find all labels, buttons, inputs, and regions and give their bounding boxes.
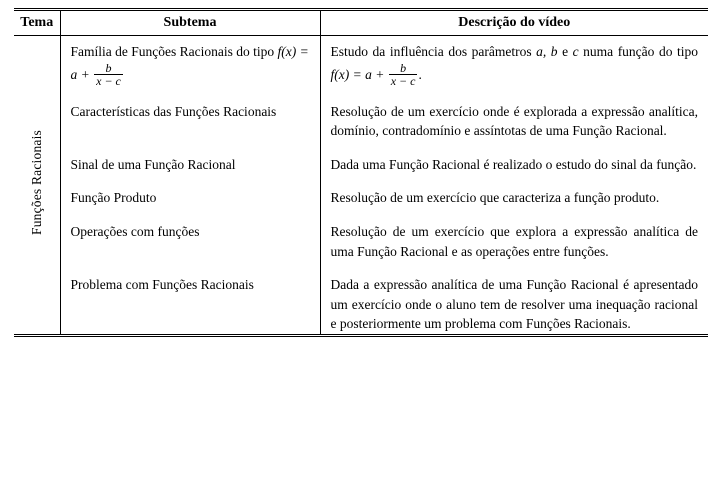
table-row: Sinal de uma Função Racional Dada uma Fu… — [14, 141, 708, 175]
header-row: Tema Subtema Descrição do vídeo — [14, 10, 708, 36]
descricao-cell: Dada a expressão analítica de uma Função… — [320, 261, 708, 335]
formula-prefix: f(x) = a + — [331, 67, 388, 82]
formula-den: x − c — [389, 74, 418, 88]
formula-frac: bx − c — [94, 62, 123, 88]
subtema-cell: Família de Funções Racionais do tipo f(x… — [60, 36, 320, 88]
tema-label: Funções Racionais — [27, 130, 47, 235]
desc-text: . — [418, 67, 421, 82]
formula-den: x − c — [94, 74, 123, 88]
subtema-cell: Sinal de uma Função Racional — [60, 141, 320, 175]
descricao-cell: Dada uma Função Racional é realizado o e… — [320, 141, 708, 175]
table-row: Problema com Funções Racionais Dada a ex… — [14, 261, 708, 335]
header-tema: Tema — [14, 10, 60, 36]
subtema-cell: Operações com funções — [60, 208, 320, 261]
table-row: Funções Racionais Família de Funções Rac… — [14, 36, 708, 88]
descricao-cell: Resolução de um exercício onde é explora… — [320, 88, 708, 141]
subtema-cell: Função Produto — [60, 174, 320, 208]
table-row: Operações com funções Resolução de um ex… — [14, 208, 708, 261]
desc-params: a, b — [536, 44, 557, 59]
subtema-cell: Problema com Funções Racionais — [60, 261, 320, 335]
subtema-cell: Características das Funções Racionais — [60, 88, 320, 141]
formula-desc: f(x) = a + bx − c — [331, 67, 419, 82]
table-row: Características das Funções Racionais Re… — [14, 88, 708, 141]
formula-num: b — [94, 62, 123, 75]
subtema-text: Família de Funções Racionais do tipo — [71, 44, 278, 59]
desc-text: numa função do tipo — [579, 44, 698, 59]
descricao-cell: Resolução de um exercício que caracteriz… — [320, 174, 708, 208]
formula-num: b — [389, 62, 418, 75]
header-subtema: Subtema — [60, 10, 320, 36]
desc-text: e — [558, 44, 573, 59]
video-table: Tema Subtema Descrição do vídeo Funções … — [14, 8, 708, 337]
descricao-cell: Estudo da influência dos parâmetros a, b… — [320, 36, 708, 88]
descricao-cell: Resolução de um exercício que explora a … — [320, 208, 708, 261]
page: Tema Subtema Descrição do vídeo Funções … — [0, 0, 722, 504]
header-descricao: Descrição do vídeo — [320, 10, 708, 36]
desc-text: Estudo da influência dos parâmetros — [331, 44, 537, 59]
formula-frac: bx − c — [389, 62, 418, 88]
tema-cell: Funções Racionais — [14, 36, 60, 336]
table-row: Função Produto Resolução de um exercício… — [14, 174, 708, 208]
